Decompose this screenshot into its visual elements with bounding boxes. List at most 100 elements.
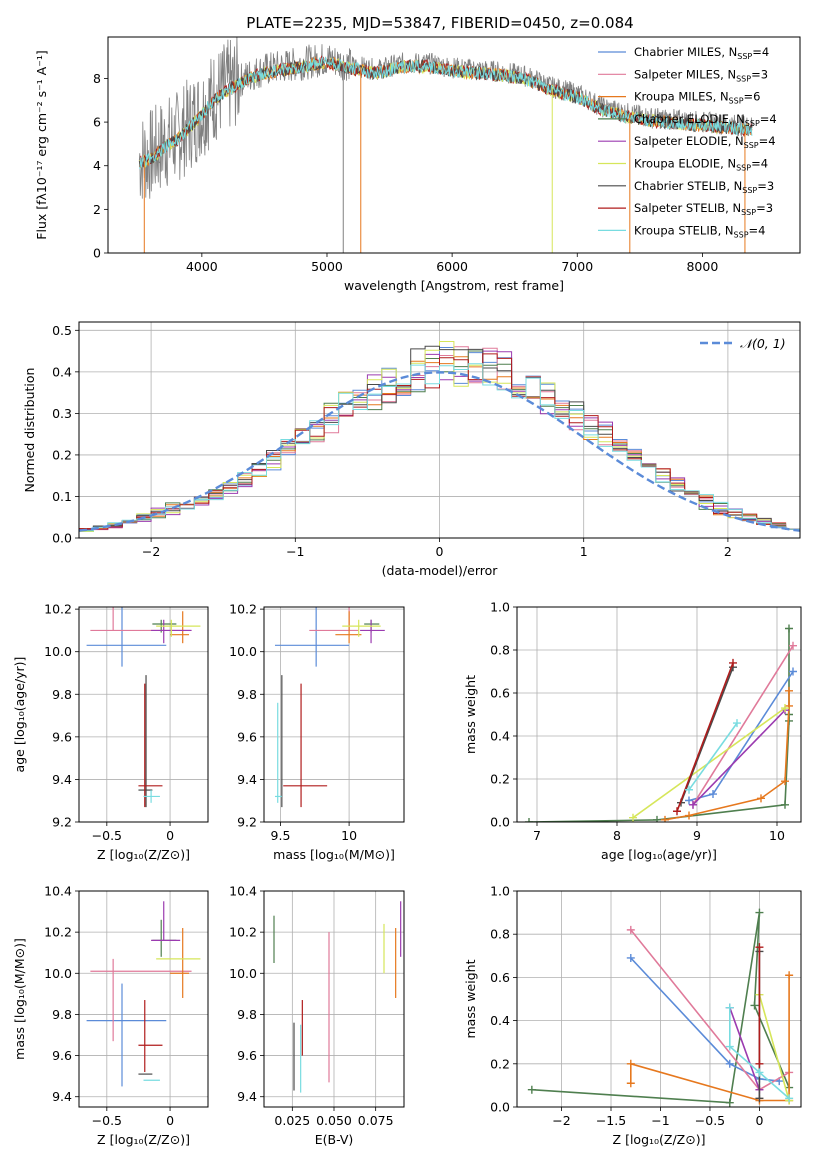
weight-marker-chabrier_miles <box>725 1059 734 1068</box>
y-tick-label: 9.6 <box>52 729 72 744</box>
x-tick-label: 8 <box>613 828 621 843</box>
x-axis-label: Z [log₁₀(Z/Z⊙)] <box>97 847 190 862</box>
x-tick-label: −1 <box>651 1113 669 1128</box>
x-tick-label: 0.050 <box>316 1113 352 1128</box>
spectrum-lines <box>138 37 753 253</box>
y-tick-label: 9.4 <box>52 772 72 787</box>
weight-marker-salpeter_stelib <box>729 658 737 667</box>
y-axis-label: mass [log₁₀(M/M⊙)] <box>12 938 27 1060</box>
x-axis-label: Z [log₁₀(Z/Z⊙)] <box>97 1132 190 1147</box>
x-tick-label: 4000 <box>186 259 218 274</box>
weight-marker-chabrier_elodie <box>527 1085 536 1094</box>
x-axis-label: E(B-V) <box>315 1132 354 1147</box>
weight-marker-chabrier_elodie <box>525 818 533 822</box>
y-tick-label: 10.0 <box>229 966 257 981</box>
weight-marker-chabrier_stelib <box>755 1094 764 1103</box>
weight-marker-salpeter_miles <box>789 641 797 650</box>
x-tick-label: 0.025 <box>274 1113 310 1128</box>
y-tick-label: 9.8 <box>52 687 72 702</box>
x-tick-label: −2 <box>142 544 160 559</box>
weight-marker-kroupa_stelib <box>725 1042 734 1051</box>
weight-marker-chabrier_elodie <box>755 908 764 917</box>
weight-marker-chabrier_miles <box>626 953 635 962</box>
x-tick-label: −1 <box>286 544 304 559</box>
y-tick-label: 0.0 <box>490 815 510 830</box>
y-tick-label: 10.4 <box>229 884 257 899</box>
y-tick-label: 9.6 <box>237 729 257 744</box>
y-tick-label: 10.2 <box>44 602 72 617</box>
axes-frame <box>263 890 405 1108</box>
legend-label: Chabrier ELODIE, NSSP=4 <box>634 112 777 128</box>
legend-label: 𝒩(0, 1) <box>740 336 786 351</box>
weight-line-salpeter_elodie <box>729 1007 761 1090</box>
weight-line-salpeter_stelib <box>676 662 734 812</box>
x-tick-label: 9 <box>693 828 701 843</box>
weight-marker-kroupa_miles <box>626 1059 635 1068</box>
weight-marker-kroupa_miles <box>785 971 794 980</box>
y-tick-label: 8 <box>93 71 101 86</box>
x-axis-label: mass [log₁₀(M/M⊙)] <box>273 847 395 862</box>
y-tick-label: 10.2 <box>44 925 72 940</box>
y-tick-label: 9.8 <box>237 1007 257 1022</box>
legend-label: Salpeter MILES, NSSP=3 <box>634 67 768 83</box>
y-axis-label: age [log₁₀(age/yr)] <box>12 657 27 773</box>
y-tick-label: 10.0 <box>44 966 72 981</box>
y-tick-label: 1.0 <box>490 600 510 615</box>
weight-marker-kroupa_miles <box>661 815 669 822</box>
x-tick-label: 0.075 <box>358 1113 394 1128</box>
y-tick-label: 10.4 <box>44 884 72 899</box>
weight-marker-kroupa_stelib <box>685 785 693 794</box>
y-tick-label: 4 <box>93 158 101 173</box>
y-tick-label: 0.6 <box>490 970 510 985</box>
x-axis-label: age [log₁₀(age/yr)] <box>601 847 717 862</box>
weight-line-kroupa_stelib <box>688 722 738 791</box>
weight-marker-kroupa_miles <box>781 777 789 786</box>
weight-line-kroupa_miles <box>664 690 790 821</box>
x-tick-label: 0 <box>166 1113 174 1128</box>
y-tick-label: 9.4 <box>237 1089 257 1104</box>
y-tick-label: 10.0 <box>229 644 257 659</box>
y-tick-label: 0.0 <box>52 531 72 546</box>
axes-frame <box>263 606 405 823</box>
y-tick-label: 9.4 <box>52 1089 72 1104</box>
weight-marker-salpeter_stelib <box>673 807 681 816</box>
x-tick-label: 9.5 <box>271 828 291 843</box>
x-tick-label: 8000 <box>686 259 718 274</box>
y-tick-label: 2 <box>93 202 101 217</box>
axes-frame <box>78 890 209 1108</box>
weight-marker-salpeter_stelib <box>755 1059 764 1068</box>
model-spectrum-kroupa_stelib <box>138 56 753 170</box>
histogram-kroupa_stelib <box>79 363 800 533</box>
weight-lines <box>525 624 797 822</box>
legend-label: Salpeter ELODIE, NSSP=4 <box>634 134 776 150</box>
legend-label: Kroupa STELIB, NSSP=4 <box>634 223 765 239</box>
weight-marker-kroupa_stelib <box>725 1003 734 1012</box>
weight-line-chabrier_miles <box>630 957 780 1082</box>
weight-line-salpeter_miles <box>692 645 794 806</box>
y-tick-label: 0.1 <box>52 489 72 504</box>
y-tick-label: 1.0 <box>490 884 510 899</box>
y-tick-label: 9.8 <box>237 687 257 702</box>
x-tick-label: −1.5 <box>596 1113 626 1128</box>
weight-line-chabrier_stelib <box>680 666 734 803</box>
y-tick-label: 0.2 <box>490 772 510 787</box>
weight-marker-kroupa_stelib <box>785 1094 794 1103</box>
weight-marker-kroupa_elodie <box>781 704 789 713</box>
ebv-bars <box>273 901 402 1093</box>
y-tick-label: 9.6 <box>237 1048 257 1063</box>
weight-marker-kroupa_miles <box>685 811 693 820</box>
y-tick-label: 10.2 <box>229 925 257 940</box>
legend-label: Salpeter STELIB, NSSP=3 <box>634 201 773 217</box>
weight-marker-salpeter_miles <box>626 925 635 934</box>
weight-marker-kroupa_miles <box>785 686 793 695</box>
weight-marker-kroupa_miles <box>626 1079 635 1088</box>
y-tick-label: 0.5 <box>52 323 72 338</box>
weight-marker-chabrier_elodie <box>785 624 793 633</box>
x-tick-label: −0.5 <box>695 1113 725 1128</box>
weight-marker-chabrier_miles <box>709 790 717 799</box>
weight-line-kroupa_stelib <box>729 1007 790 1100</box>
y-tick-label: 9.2 <box>52 815 72 830</box>
weight-line-salpeter_elodie <box>692 709 786 806</box>
y-tick-label: 6 <box>93 115 101 130</box>
axes-frame <box>516 606 802 823</box>
